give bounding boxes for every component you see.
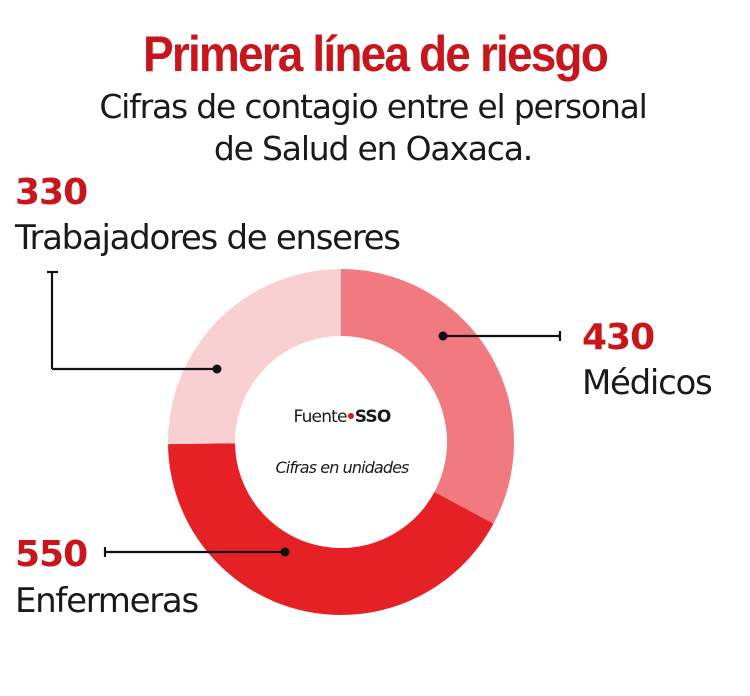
leader-line-enfermeras — [103, 547, 285, 557]
chart-subtitle: Cifras de contagio entre el personal de … — [0, 86, 746, 170]
value-medicos: 430 — [582, 317, 655, 358]
label-enfermeras: Enfermeras — [15, 581, 199, 621]
leader-dot-medicos — [438, 331, 448, 341]
chart-title: Primera línea de riesgo — [143, 26, 609, 82]
label-medicos: Médicos — [582, 363, 713, 403]
label-trabajadores: Trabajadores de enseres — [15, 218, 401, 258]
donut-segments — [168, 269, 514, 615]
value-trabajadores: 330 — [15, 172, 88, 213]
leader-line-trabajadores — [47, 270, 217, 371]
subtitle-line-2: de Salud en Oaxaca. — [213, 129, 533, 168]
leader-dot-enfermeras — [280, 547, 290, 557]
subtitle-line-1: Cifras de contagio entre el personal — [99, 87, 648, 126]
source-prefix: Fuente — [293, 407, 348, 427]
donut-segment-medicos — [341, 269, 514, 524]
donut-segment-trabajadores — [168, 269, 341, 445]
leader-dot-trabajadores — [212, 364, 222, 374]
units-note: Cifras en unidades — [275, 458, 410, 477]
bullet-dot-icon — [347, 412, 354, 419]
donut-segment-enfermeras — [168, 443, 494, 615]
source-name: SSO — [354, 407, 392, 427]
value-enfermeras: 550 — [15, 534, 88, 575]
leader-line-medicos — [443, 331, 562, 341]
source-label: Fuente SSO — [262, 407, 422, 427]
